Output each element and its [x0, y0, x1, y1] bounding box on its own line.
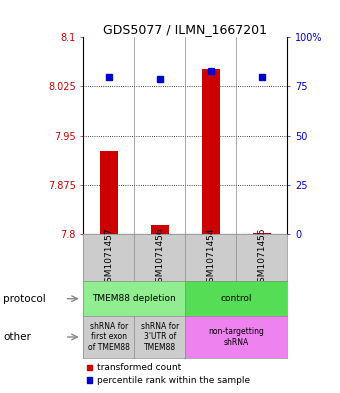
Text: control: control [221, 294, 252, 303]
Bar [253, 233, 271, 234]
Bar [100, 151, 118, 234]
Text: non-targetting
shRNA: non-targetting shRNA [208, 327, 264, 347]
Bar [87, 377, 92, 384]
Text: transformed count: transformed count [97, 363, 181, 372]
Text: shRNA for
3'UTR of
TMEM88: shRNA for 3'UTR of TMEM88 [141, 322, 179, 352]
Bar [151, 225, 169, 234]
Bar [87, 365, 92, 370]
Text: GSM1071456: GSM1071456 [155, 227, 164, 288]
Text: TMEM88 depletion: TMEM88 depletion [92, 294, 176, 303]
Text: GSM1071457: GSM1071457 [104, 227, 113, 288]
Title: GDS5077 / ILMN_1667201: GDS5077 / ILMN_1667201 [103, 23, 267, 36]
Text: shRNA for
first exon
of TMEM88: shRNA for first exon of TMEM88 [88, 322, 130, 352]
Bar [202, 69, 220, 234]
Text: percentile rank within the sample: percentile rank within the sample [97, 376, 250, 385]
Text: GSM1071455: GSM1071455 [257, 227, 266, 288]
Text: protocol: protocol [3, 294, 46, 304]
Text: GSM1071454: GSM1071454 [206, 227, 215, 288]
Text: other: other [3, 332, 31, 342]
